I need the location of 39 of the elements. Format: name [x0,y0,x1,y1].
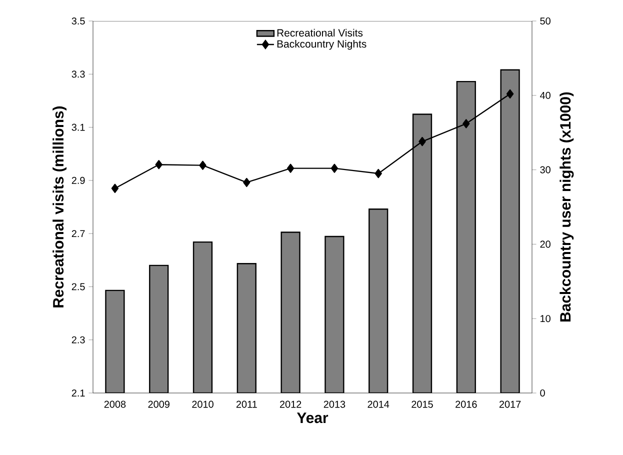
y2-tick-label: 20 [540,240,550,248]
x-tick-label: 2013 [324,400,346,408]
y-tick-label: 2.5 [72,283,85,290]
y-tick-label: 3.3 [72,70,85,78]
x-tick-label: 2012 [280,400,302,408]
point [155,160,162,170]
x-tick-label: 2015 [412,400,433,408]
point [111,184,119,193]
x-tick-label: 2016 [456,400,477,408]
x-tick-label: 2008 [104,400,126,408]
x-tick-label: 2017 [499,400,521,408]
x-tick-label: 2014 [368,400,390,408]
y-axis-title: Recreational visits (millions) [52,106,67,308]
y2-axis-title: Backcountry user nights (x1000) [560,92,574,322]
point [330,164,338,173]
point [199,160,206,170]
x-tick-label: 2011 [236,400,257,408]
x-tick-label: 2010 [192,400,214,408]
legend-label: Backcountry Nights [277,40,366,50]
y2-tick-label: 0 [540,389,545,397]
y2-tick-label: 40 [540,92,550,99]
y2-tick-label: 10 [540,315,550,322]
point [418,136,426,146]
y-tick-label: 2.7 [72,230,85,238]
y-tick-label: 2.3 [72,336,85,344]
x-tick-label: 2009 [148,400,170,408]
point [462,119,470,128]
y-tick-label: 3.5 [72,17,85,25]
y-tick-label: 2.9 [72,176,85,184]
y-tick-label: 2.1 [72,390,85,396]
point [243,178,250,188]
point [374,168,382,178]
y-tick-label: 3.1 [72,124,85,131]
x-axis-title: Year [296,412,328,424]
legend-label: Recreational Visits [277,28,363,37]
point [506,89,514,98]
point [286,164,294,173]
y2-tick-label: 50 [540,17,550,25]
y2-tick-label: 30 [540,166,550,174]
